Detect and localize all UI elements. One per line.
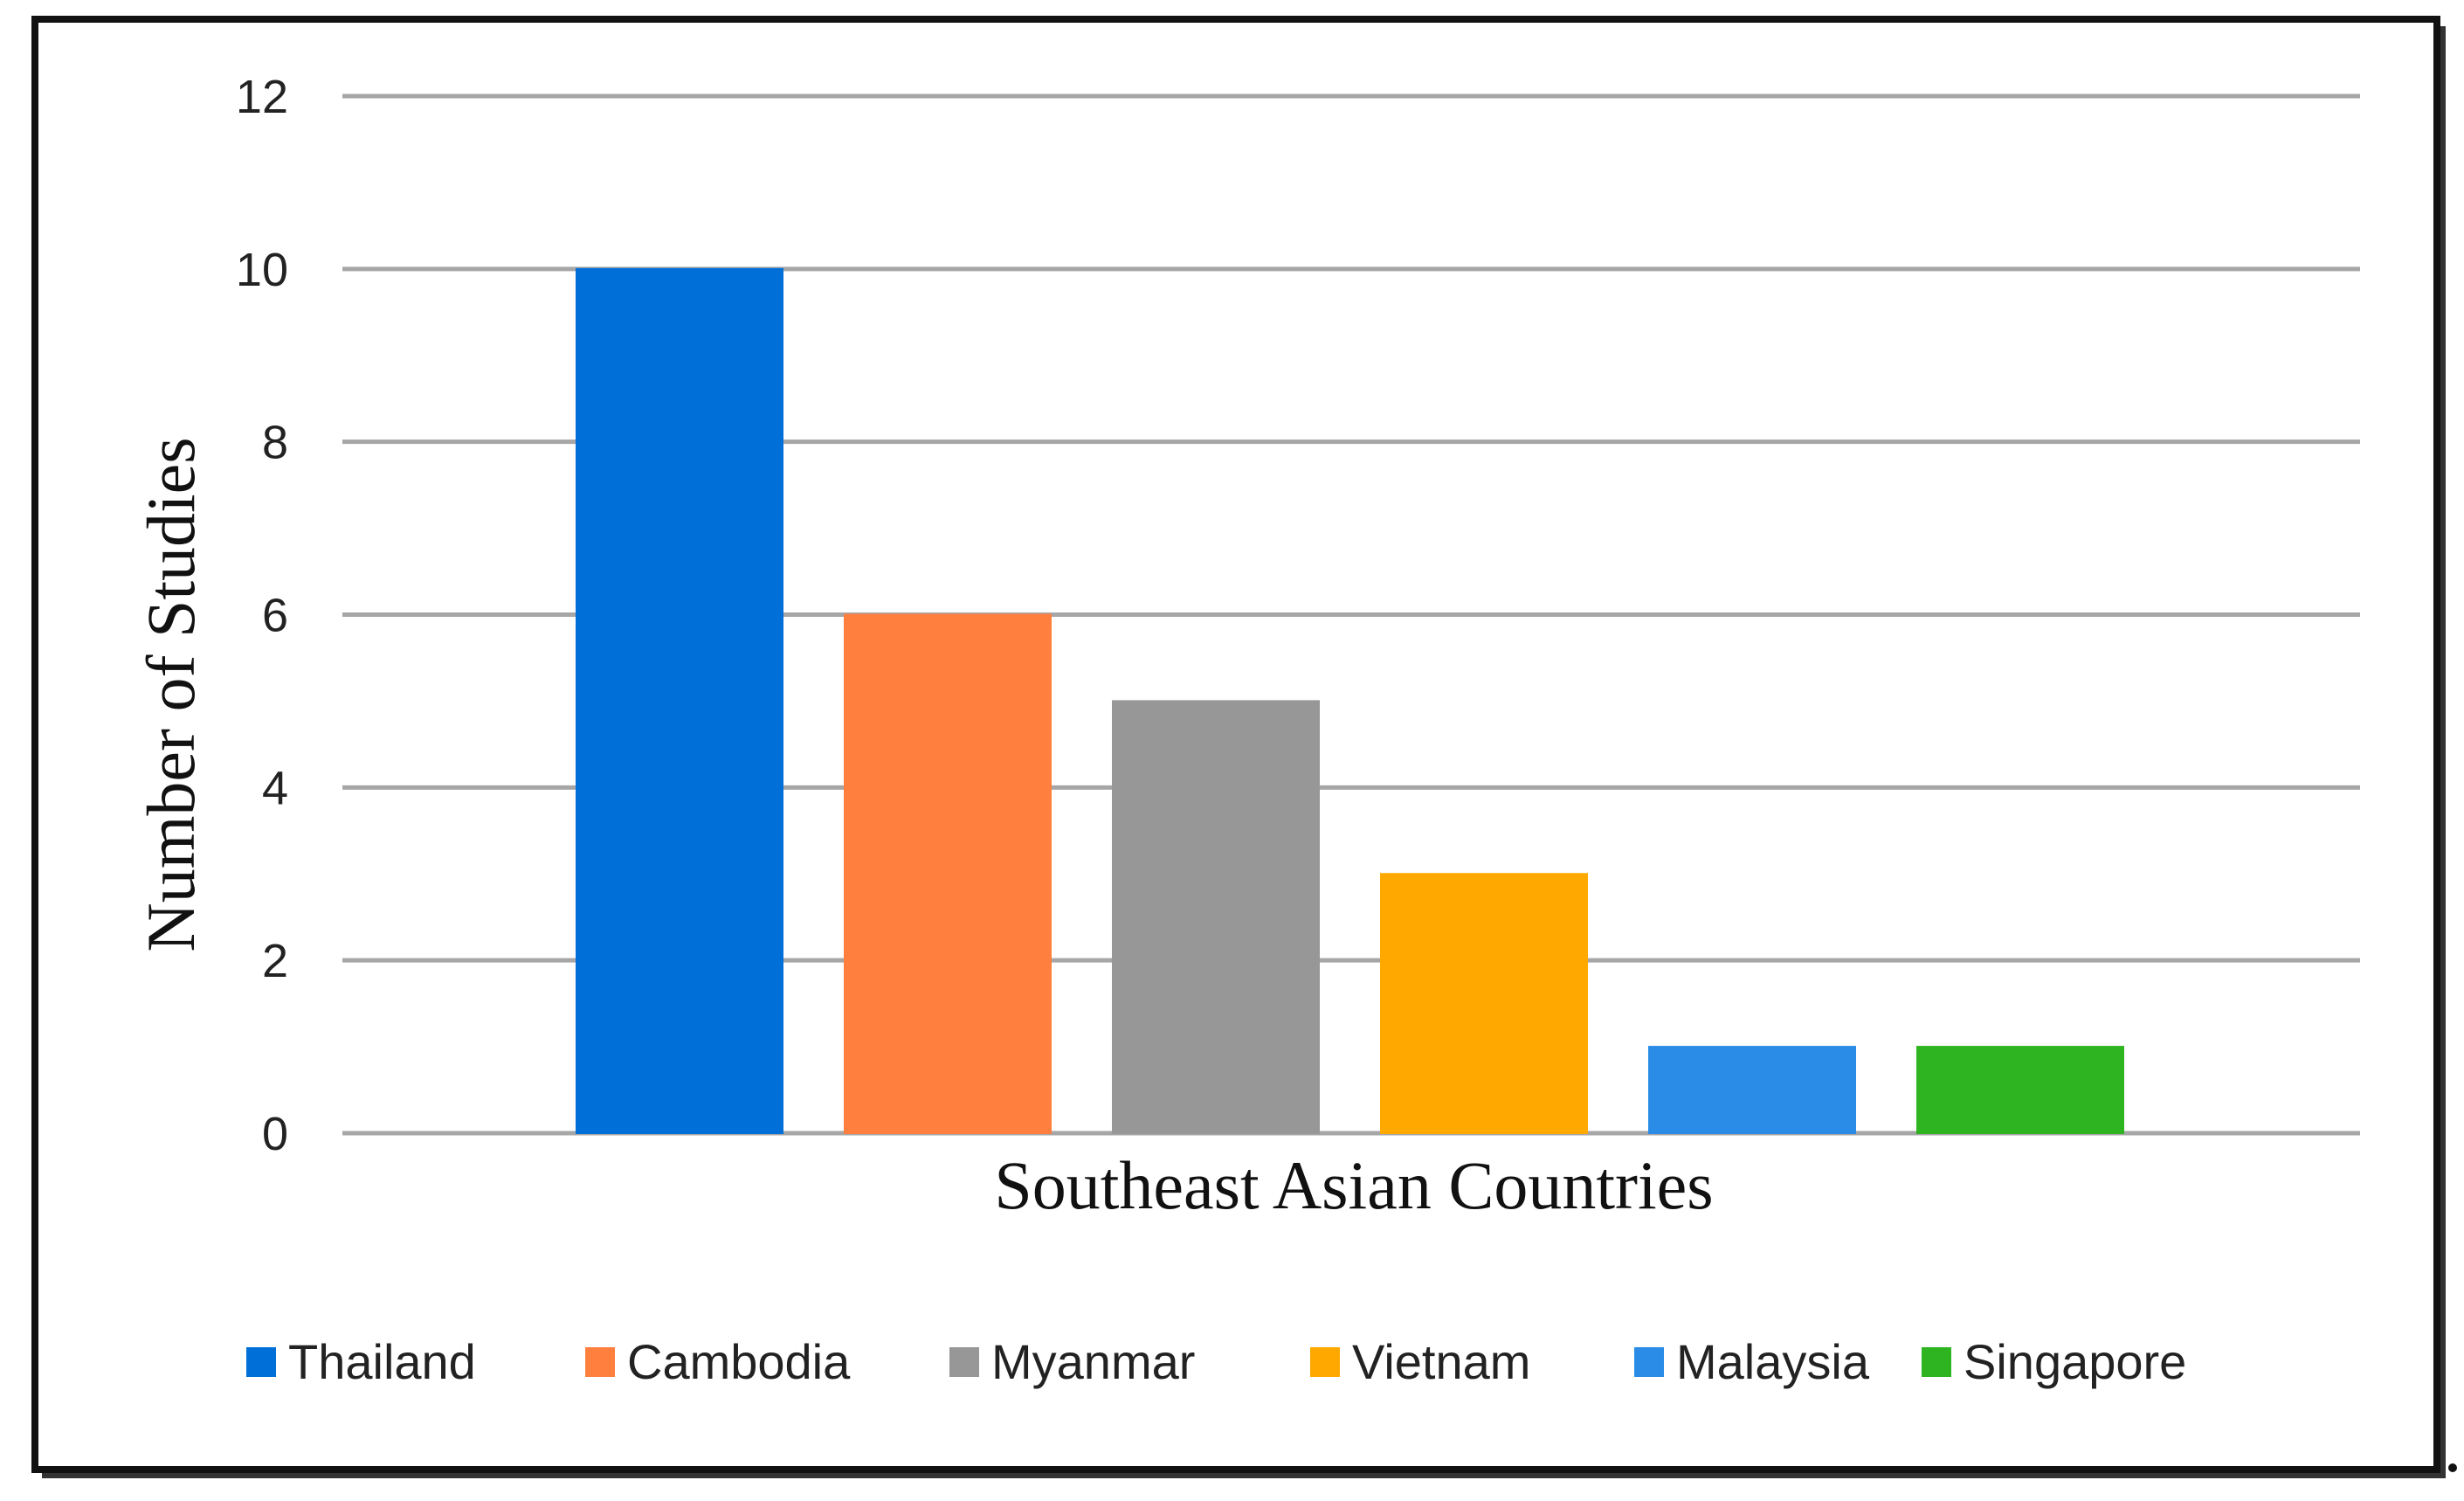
legend-label-malaysia: Malaysia <box>1676 1334 1870 1389</box>
legend-label-thailand: Thailand <box>288 1334 476 1389</box>
legend-swatch-vietnam <box>1310 1347 1340 1377</box>
bar-thailand <box>576 267 783 1135</box>
bar-malaysia <box>1648 1046 1856 1135</box>
chart-border-shadow <box>2440 26 2446 1473</box>
legend-swatch-singapore <box>1922 1347 1951 1377</box>
bar-cambodia <box>844 613 1052 1134</box>
y-tick-label: 6 <box>262 590 288 642</box>
y-tick-label: 0 <box>262 1108 288 1160</box>
y-tick-label: 2 <box>262 935 288 987</box>
bar-singapore <box>1916 1046 2124 1135</box>
chart-border-shadow-bottom <box>42 1473 2446 1478</box>
legend-label-vietnam: Vietnam <box>1352 1334 1530 1389</box>
y-tick-label: 10 <box>236 244 288 296</box>
y-axis-title: Number of Studies <box>133 437 209 951</box>
legend-swatch-thailand <box>246 1347 276 1377</box>
bar-vietnam <box>1380 873 1588 1134</box>
stray-dot <box>2448 1463 2457 1472</box>
legend-swatch-cambodia <box>585 1347 615 1377</box>
x-axis-title: Southeast Asian Countries <box>994 1147 1713 1223</box>
y-axis-ticks: 0 2 4 6 8 10 12 <box>236 71 288 1160</box>
legend: Thailand Cambodia Myanmar Vietnam Malaysia Si… <box>246 1334 2186 1389</box>
y-tick-label: 8 <box>262 417 288 469</box>
legend-label-cambodia: Cambodia <box>627 1334 851 1389</box>
bar-myanmar <box>1112 700 1320 1135</box>
legend-swatch-malaysia <box>1634 1347 1664 1377</box>
y-tick-label: 4 <box>262 762 288 814</box>
legend-label-singapore: Singapore <box>1964 1334 2186 1389</box>
legend-swatch-myanmar <box>949 1347 979 1377</box>
legend-label-myanmar: Myanmar <box>991 1334 1195 1389</box>
y-tick-label: 12 <box>236 71 288 123</box>
bars <box>576 267 2124 1135</box>
